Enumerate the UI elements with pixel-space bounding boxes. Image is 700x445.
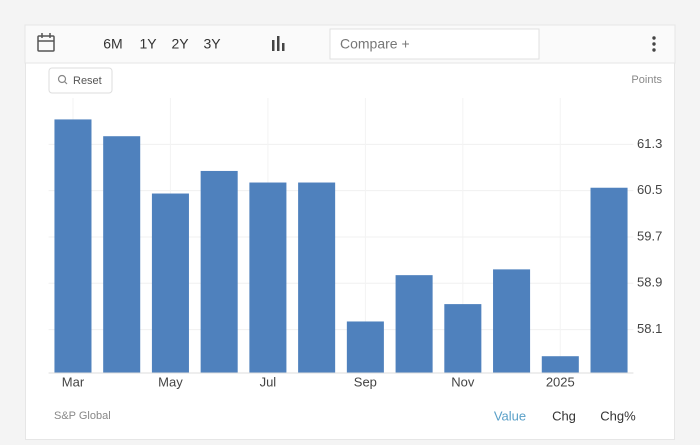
x-tick-label: 2025 — [546, 374, 575, 389]
search-icon — [57, 74, 68, 85]
bar — [493, 269, 531, 373]
bar — [298, 182, 336, 373]
bar — [590, 187, 628, 373]
mode-button[interactable]: Chg — [552, 408, 576, 423]
bar — [444, 304, 482, 373]
range-button[interactable]: 1Y — [139, 36, 157, 52]
range-button[interactable]: 6M — [103, 36, 122, 52]
y-tick-label: 60.5 — [637, 182, 662, 197]
source: S&P Global — [54, 410, 111, 422]
compare-placeholder: Compare + — [340, 36, 410, 52]
compare-input[interactable] — [329, 28, 540, 60]
x-tick-label: Jul — [260, 374, 277, 389]
x-tick-label: May — [158, 374, 183, 389]
bar — [54, 119, 92, 373]
x-tick-label: Sep — [354, 374, 377, 389]
bar — [151, 193, 189, 373]
range-button[interactable]: 2Y — [171, 36, 189, 52]
mode-button[interactable]: Chg% — [600, 408, 636, 423]
y-tick-label: 59.7 — [637, 228, 662, 243]
bar — [541, 356, 579, 373]
mode-button[interactable]: Value — [494, 408, 526, 423]
y-tick-label: 61.3 — [637, 136, 662, 151]
y-tick-label: 58.9 — [637, 275, 662, 290]
menu-icon[interactable] — [652, 36, 656, 52]
x-tick-label: Mar — [62, 374, 85, 389]
calendar-icon[interactable] — [37, 33, 55, 52]
chart-type-icon[interactable] — [272, 36, 285, 51]
reset-label[interactable]: Reset — [73, 75, 102, 87]
reset-button[interactable] — [48, 67, 113, 94]
range-button[interactable]: 3Y — [203, 36, 221, 52]
bar — [395, 275, 433, 373]
bar — [103, 136, 141, 373]
y-tick-label: 58.1 — [637, 321, 662, 336]
bar — [346, 321, 384, 373]
bar — [200, 170, 238, 373]
units-label: Points — [631, 74, 662, 86]
x-tick-label: Nov — [451, 374, 475, 389]
bar — [249, 182, 287, 373]
